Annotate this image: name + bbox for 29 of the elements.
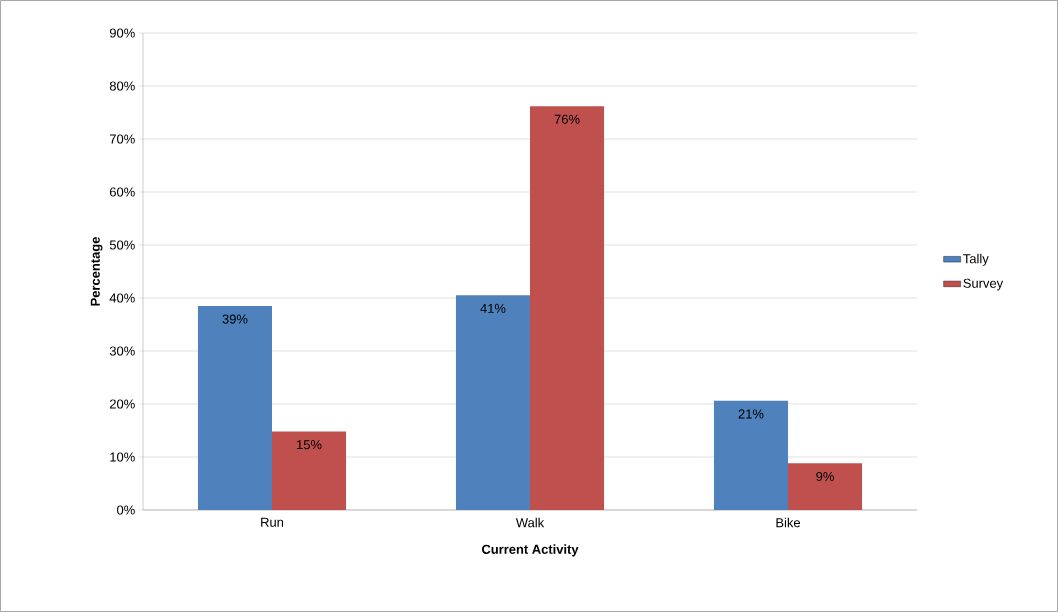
legend-label: Tally [963, 253, 989, 266]
x-axis-title: Current Activity [481, 544, 579, 557]
bar [455, 295, 530, 510]
y-tick-label: 60% [109, 187, 135, 197]
y-tick-label: 20% [109, 399, 135, 409]
data-label: 9% [816, 471, 834, 482]
y-tick-label: 50% [109, 240, 135, 250]
bar [197, 305, 272, 510]
data-label: 21% [738, 409, 764, 419]
y-tick-label: 90% [109, 28, 135, 38]
x-tick-label: Bike [776, 517, 801, 528]
y-axis-title: Percentage [90, 237, 103, 306]
bar [788, 463, 863, 510]
y-tick-label: 0% [117, 505, 135, 515]
legend-label: Survey [963, 278, 1004, 291]
y-tick-label: 70% [109, 134, 135, 144]
data-label: 76% [554, 114, 580, 124]
data-label: 39% [222, 314, 248, 324]
x-tick-label: Walk [515, 517, 545, 528]
bar [530, 106, 605, 510]
y-tick-label: 30% [109, 346, 135, 356]
bar [272, 431, 347, 510]
x-tick-label: Run [261, 517, 284, 527]
y-tick-label: 10% [110, 452, 135, 462]
bar [713, 400, 788, 510]
y-tick-label: 80% [109, 81, 135, 91]
data-label: 15% [297, 440, 322, 450]
y-tick-label: 40% [109, 293, 135, 303]
data-label: 41% [480, 303, 506, 313]
